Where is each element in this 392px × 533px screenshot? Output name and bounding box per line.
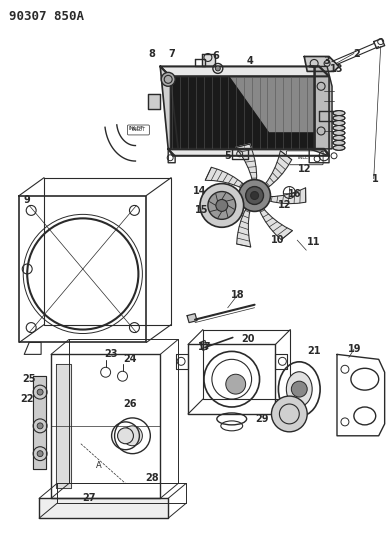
- Text: 21: 21: [307, 346, 321, 357]
- Polygon shape: [266, 188, 306, 204]
- Text: 9: 9: [24, 196, 31, 205]
- Polygon shape: [200, 341, 208, 350]
- Circle shape: [216, 199, 228, 212]
- Polygon shape: [160, 67, 178, 149]
- FancyBboxPatch shape: [127, 125, 149, 135]
- Polygon shape: [309, 67, 329, 156]
- Polygon shape: [170, 76, 314, 149]
- Polygon shape: [33, 376, 46, 469]
- Text: 16: 16: [288, 189, 301, 198]
- Text: 3: 3: [324, 56, 330, 67]
- Text: 12: 12: [298, 164, 311, 174]
- Text: 15: 15: [195, 205, 209, 215]
- Ellipse shape: [333, 125, 345, 131]
- Ellipse shape: [333, 111, 345, 116]
- Polygon shape: [258, 206, 292, 240]
- Text: A: A: [96, 461, 102, 470]
- Circle shape: [161, 72, 175, 86]
- Polygon shape: [148, 94, 160, 109]
- Polygon shape: [51, 354, 160, 498]
- Text: 17: 17: [198, 342, 212, 352]
- Circle shape: [250, 191, 259, 199]
- Text: 6: 6: [212, 52, 219, 61]
- Polygon shape: [237, 205, 251, 247]
- Polygon shape: [187, 313, 197, 322]
- Text: 25: 25: [22, 374, 36, 384]
- Polygon shape: [236, 144, 257, 184]
- Text: 10: 10: [270, 235, 284, 245]
- Text: INLET: INLET: [131, 127, 145, 133]
- Circle shape: [215, 66, 220, 71]
- Text: 23: 23: [104, 349, 117, 359]
- Polygon shape: [205, 167, 247, 189]
- Circle shape: [37, 451, 43, 457]
- Text: 13: 13: [330, 64, 344, 75]
- Circle shape: [37, 423, 43, 429]
- Text: 14: 14: [193, 185, 207, 196]
- Text: 90307 850A: 90307 850A: [9, 10, 84, 23]
- Polygon shape: [205, 196, 243, 224]
- Text: 28: 28: [145, 473, 159, 483]
- FancyBboxPatch shape: [286, 151, 323, 165]
- Text: 19: 19: [348, 344, 361, 354]
- Text: 26: 26: [124, 399, 137, 409]
- Text: 4: 4: [246, 56, 253, 67]
- Polygon shape: [319, 111, 339, 121]
- Text: INLET: INLET: [129, 126, 144, 132]
- Ellipse shape: [333, 120, 345, 125]
- Text: 7: 7: [169, 49, 176, 59]
- Polygon shape: [56, 364, 71, 488]
- Text: 22: 22: [20, 394, 34, 404]
- Polygon shape: [160, 67, 329, 76]
- Circle shape: [239, 180, 270, 212]
- Polygon shape: [263, 151, 292, 190]
- Circle shape: [291, 381, 307, 397]
- Ellipse shape: [333, 135, 345, 140]
- Ellipse shape: [333, 140, 345, 146]
- Text: 5: 5: [224, 151, 231, 161]
- Text: INLET: INLET: [297, 155, 311, 160]
- Text: 11: 11: [307, 237, 321, 247]
- Polygon shape: [230, 76, 314, 131]
- Text: 1: 1: [372, 174, 379, 184]
- Text: 18: 18: [231, 290, 245, 300]
- Polygon shape: [19, 196, 146, 343]
- Circle shape: [208, 191, 236, 220]
- Circle shape: [123, 426, 142, 446]
- Circle shape: [272, 396, 307, 432]
- Ellipse shape: [333, 116, 345, 120]
- Circle shape: [246, 187, 263, 205]
- Polygon shape: [168, 149, 329, 156]
- Circle shape: [226, 374, 246, 394]
- Circle shape: [118, 428, 133, 444]
- Ellipse shape: [333, 131, 345, 135]
- Polygon shape: [304, 56, 339, 71]
- Polygon shape: [337, 354, 385, 436]
- Ellipse shape: [333, 146, 345, 150]
- Polygon shape: [202, 53, 215, 67]
- Text: 20: 20: [241, 335, 254, 344]
- Circle shape: [37, 389, 43, 395]
- Circle shape: [200, 183, 244, 227]
- Text: 29: 29: [255, 414, 268, 424]
- Text: 2: 2: [354, 49, 360, 59]
- Ellipse shape: [286, 372, 312, 407]
- Polygon shape: [188, 344, 276, 414]
- Polygon shape: [315, 67, 332, 149]
- Text: 24: 24: [124, 354, 137, 365]
- Text: 8: 8: [149, 49, 156, 59]
- Text: 12: 12: [278, 200, 291, 211]
- Text: 27: 27: [82, 494, 96, 503]
- Polygon shape: [39, 498, 168, 518]
